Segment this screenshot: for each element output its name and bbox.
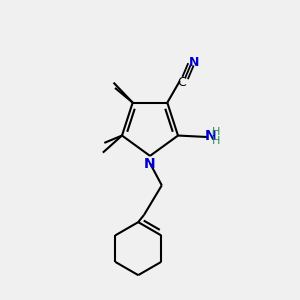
Text: H: H: [212, 136, 220, 146]
Text: N: N: [144, 157, 156, 171]
Text: N: N: [189, 56, 199, 69]
Text: C: C: [177, 76, 186, 89]
Text: N: N: [205, 128, 217, 142]
Text: H: H: [212, 127, 220, 137]
